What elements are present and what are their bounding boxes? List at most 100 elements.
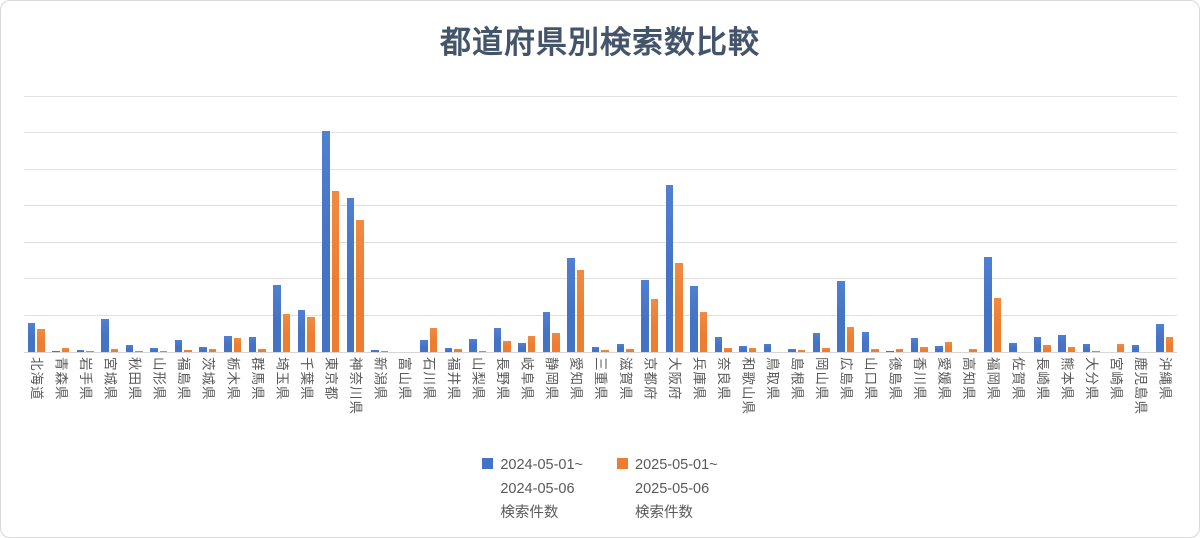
bar-group [834, 97, 859, 352]
bar-2024 [616, 343, 625, 352]
x-axis-label-cell: 愛知県 [564, 357, 589, 415]
bar-group [564, 97, 589, 352]
bar-2024 [1033, 336, 1042, 352]
bar-group [858, 97, 883, 352]
bar-group [784, 97, 809, 352]
x-axis-label-cell: 岡山県 [809, 357, 834, 415]
bar-2024 [150, 348, 158, 352]
gridline [24, 132, 1177, 134]
bar-2024 [1131, 344, 1140, 352]
bar-group [196, 97, 221, 352]
bar-2025 [331, 191, 340, 352]
x-axis-label-cell: 香川県 [907, 357, 932, 415]
legend-label-line: 検索件数 [500, 505, 559, 521]
x-axis-label-cell: 茨城県 [196, 357, 221, 415]
bar-group [245, 97, 270, 352]
x-axis-label-cell: 長崎県 [1030, 357, 1055, 415]
bar-2024 [861, 332, 870, 352]
bar-2024 [125, 345, 134, 352]
bar-2024 [910, 338, 919, 352]
bars-container [24, 97, 1177, 352]
x-axis-label-cell: 兵庫県 [686, 357, 711, 415]
bar-2024 [763, 343, 772, 352]
x-axis-label: 埼玉県 [274, 357, 290, 401]
bar-2024 [1156, 323, 1164, 352]
bar-2025 [307, 317, 315, 352]
bar-group [711, 97, 736, 352]
bar-group [466, 97, 491, 352]
bar-group [1054, 97, 1079, 352]
bar-2025 [576, 269, 585, 352]
legend-item-2024: 2024-05-01~ 2024-05-06 検索件数 [482, 453, 583, 525]
x-axis-label: 長崎県 [1034, 357, 1050, 401]
x-axis-label: 石川県 [421, 357, 437, 401]
bar-2024 [1009, 342, 1017, 352]
x-axis-label: 熊本県 [1059, 357, 1075, 401]
bar-group [662, 97, 687, 352]
bar-2025 [282, 314, 291, 352]
bar-group [269, 97, 294, 352]
bar-2025 [86, 350, 94, 352]
legend-label-line: 2024-05-06 [500, 481, 575, 497]
gridline [24, 205, 1177, 207]
bar-2024 [27, 323, 36, 352]
bar-2024 [665, 184, 674, 352]
bar-2025 [184, 349, 192, 352]
bar-2025 [503, 341, 511, 352]
x-axis-label: 滋賀県 [617, 357, 633, 401]
x-axis-label: 秋田県 [127, 357, 143, 401]
x-axis-label-cell: 京都府 [637, 357, 662, 415]
x-axis-label: 島根県 [789, 357, 805, 401]
bar-2025 [871, 348, 879, 352]
bar-2024 [984, 257, 992, 352]
bar-2024 [248, 337, 257, 352]
x-axis-label: 群馬県 [249, 357, 265, 401]
x-axis-label: 静岡県 [544, 357, 560, 401]
x-axis-label-cell: 大分県 [1079, 357, 1104, 415]
bar-2025 [454, 348, 462, 352]
bar-group [760, 97, 785, 352]
x-axis-label-cell: 岐阜県 [515, 357, 540, 415]
x-axis-label: 香川県 [912, 357, 928, 401]
bar-group [49, 97, 74, 352]
bar-2025 [846, 327, 855, 352]
x-axis-label: 千葉県 [298, 357, 314, 401]
bar-group [392, 97, 417, 352]
legend-swatch-2024 [482, 458, 494, 469]
bar-2024 [174, 340, 183, 352]
x-axis-label-cell: 宮城県 [98, 357, 123, 415]
x-axis-labels: 北海道 青森県 岩手県 宮城県 秋田県 山形県 福島県 茨城県 栃木県 群馬県 埼玉県 千葉県 東京都神… [24, 357, 1177, 415]
bar-2025 [822, 347, 830, 352]
x-axis-label-cell: 岩手県 [73, 357, 98, 415]
gridline [24, 314, 1177, 316]
x-axis-label-cell: 大阪府 [662, 357, 687, 415]
gridline [24, 278, 1177, 280]
x-axis-label-cell: 滋賀県 [613, 357, 638, 415]
x-axis-label: 青森県 [53, 357, 69, 401]
gridline [24, 241, 1177, 243]
x-axis-label: 兵庫県 [691, 357, 707, 401]
x-axis-label: 奈良県 [715, 357, 731, 401]
bar-2024 [788, 349, 796, 352]
x-axis-label-cell: 鳥取県 [760, 357, 785, 415]
bar-2025 [258, 349, 266, 352]
legend-label-2025: 2025-05-01~ 2025-05-06 検索件数 [635, 453, 718, 525]
legend-label-line: 2024-05-01~ [500, 457, 583, 473]
x-axis-label: 三重県 [593, 357, 609, 401]
legend-label-line: 検索件数 [635, 505, 693, 521]
bar-2024 [1058, 334, 1066, 352]
bar-group [1103, 97, 1128, 352]
x-axis-label-cell: 北海道 [24, 357, 49, 415]
bar-group [490, 97, 515, 352]
bar-2025 [380, 351, 389, 352]
x-axis-label: 徳島県 [887, 357, 903, 401]
bar-2024 [542, 312, 551, 352]
bar-2025 [797, 350, 806, 352]
bar-group [367, 97, 392, 352]
x-axis-label: 高知県 [961, 357, 977, 401]
bar-2025 [969, 348, 977, 352]
bar-2025 [208, 349, 217, 352]
bar-group [147, 97, 172, 352]
bar-2025 [748, 348, 757, 352]
